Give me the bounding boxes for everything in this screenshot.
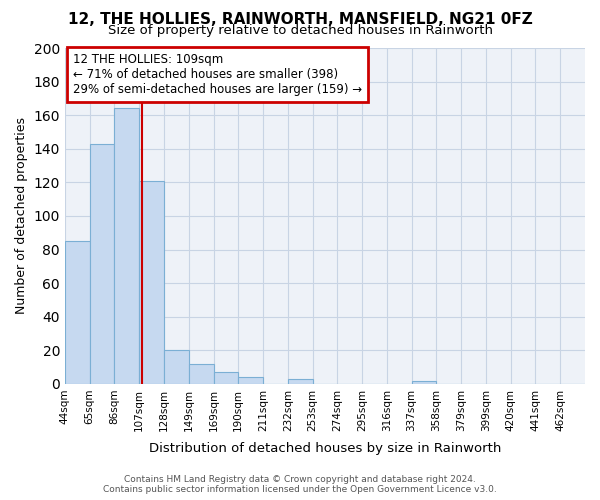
X-axis label: Distribution of detached houses by size in Rainworth: Distribution of detached houses by size … (149, 442, 501, 455)
Bar (89, 144, 115, 384)
Bar (115, 108, 139, 384)
Bar (139, 180, 164, 384)
Bar (65, 241, 89, 384)
Text: 12 THE HOLLIES: 109sqm
← 71% of detached houses are smaller (398)
29% of semi-de: 12 THE HOLLIES: 109sqm ← 71% of detached… (73, 53, 362, 96)
Bar (238, 377, 263, 384)
Bar (288, 379, 313, 384)
Bar (189, 364, 214, 384)
Y-axis label: Number of detached properties: Number of detached properties (15, 118, 28, 314)
Bar (412, 380, 436, 384)
Text: Size of property relative to detached houses in Rainworth: Size of property relative to detached ho… (107, 24, 493, 37)
Text: Contains HM Land Registry data © Crown copyright and database right 2024.
Contai: Contains HM Land Registry data © Crown c… (103, 474, 497, 494)
Bar (214, 372, 238, 384)
Text: 12, THE HOLLIES, RAINWORTH, MANSFIELD, NG21 0FZ: 12, THE HOLLIES, RAINWORTH, MANSFIELD, N… (68, 12, 532, 28)
Bar (164, 350, 189, 384)
